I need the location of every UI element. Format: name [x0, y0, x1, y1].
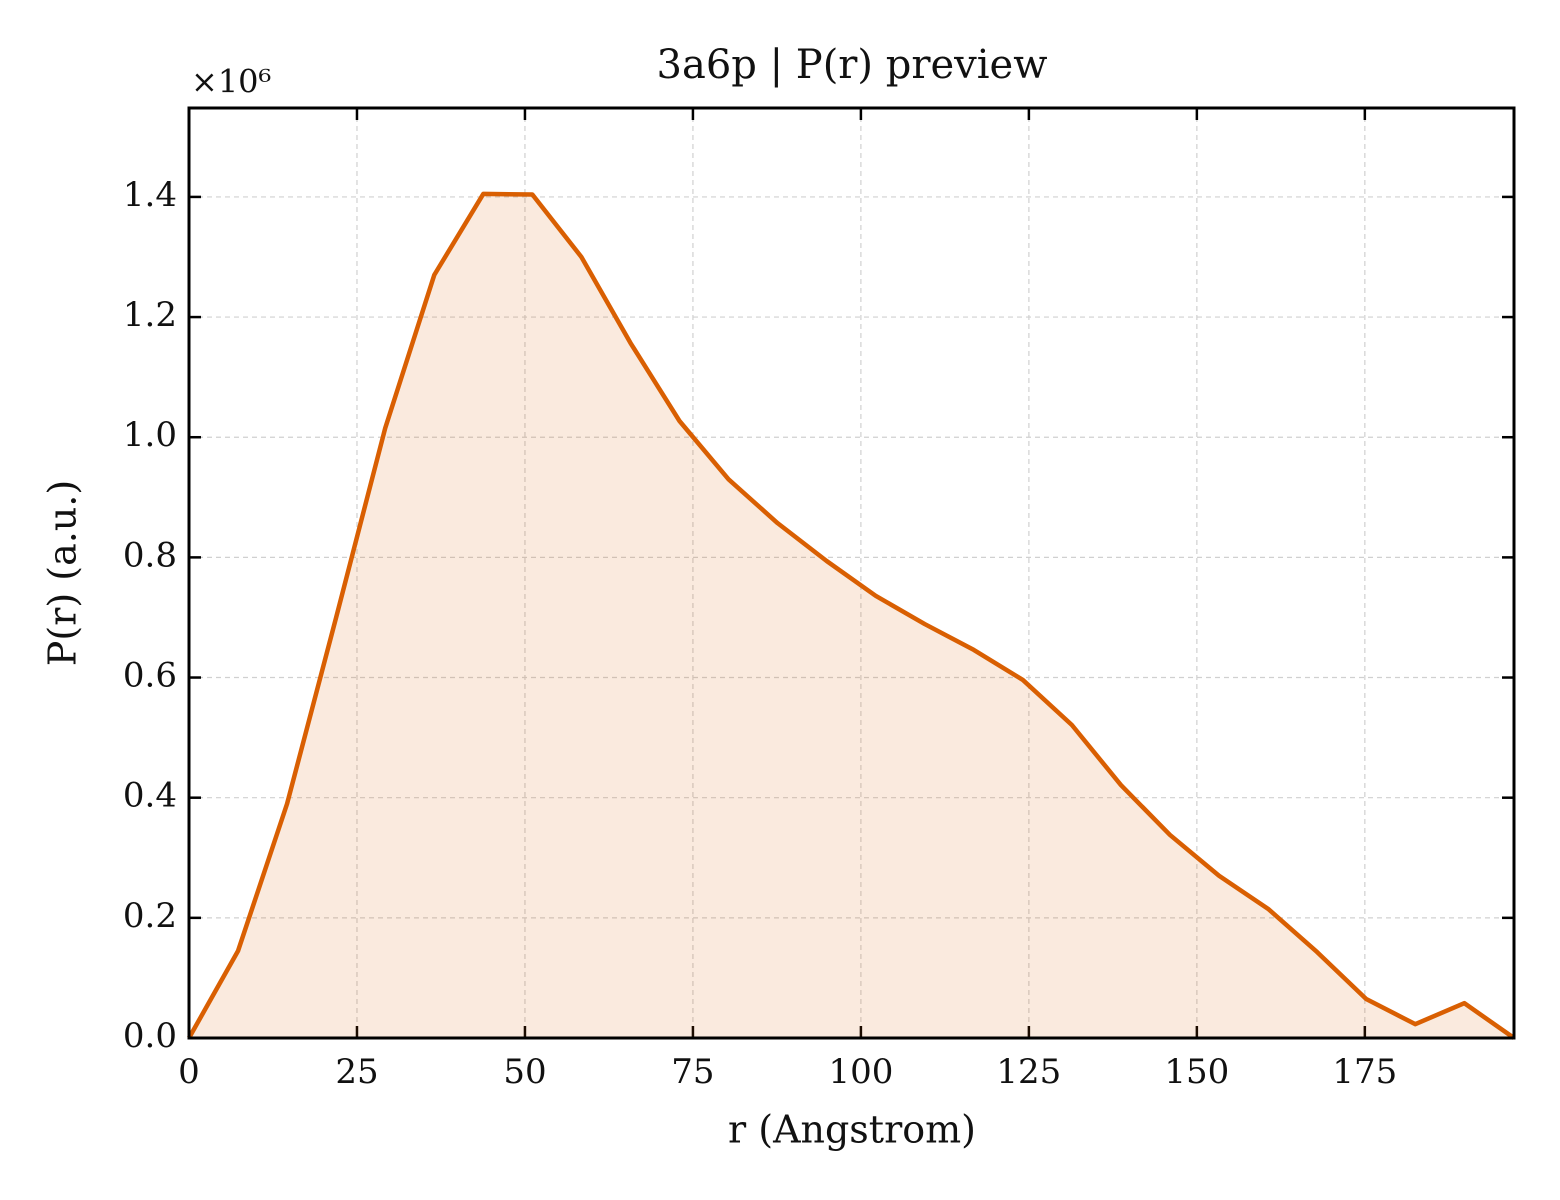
y-tick-label: 1.2	[123, 295, 177, 335]
chart-title: 3a6p | P(r) preview	[657, 42, 1048, 88]
y-tick-label: 0.4	[123, 776, 177, 816]
x-tick-label: 175	[1332, 1052, 1397, 1092]
x-tick-label: 0	[178, 1052, 200, 1092]
x-tick-label: 25	[335, 1052, 378, 1092]
y-multiplier: ×10⁶	[191, 63, 271, 101]
x-tick-label: 150	[1164, 1052, 1229, 1092]
y-tick-label: 0.8	[123, 535, 177, 575]
y-tick-label: 0.6	[123, 656, 177, 696]
x-tick-label: 125	[996, 1052, 1061, 1092]
x-tick-label: 50	[503, 1052, 546, 1092]
x-axis-label: r (Angstrom)	[728, 1108, 976, 1152]
y-tick-label: 0.2	[123, 896, 177, 936]
x-tick-label: 100	[828, 1052, 893, 1092]
y-axis-label: P(r) (a.u.)	[41, 480, 85, 666]
plot-frame	[187, 106, 1516, 1040]
y-tick-label: 0.0	[123, 1016, 177, 1056]
y-tick-label: 1.4	[123, 175, 177, 215]
x-tick-label: 75	[671, 1052, 714, 1092]
area-fill	[189, 193, 1514, 1038]
data-line	[187, 191, 1516, 1040]
y-tick-label: 1.0	[123, 415, 177, 455]
